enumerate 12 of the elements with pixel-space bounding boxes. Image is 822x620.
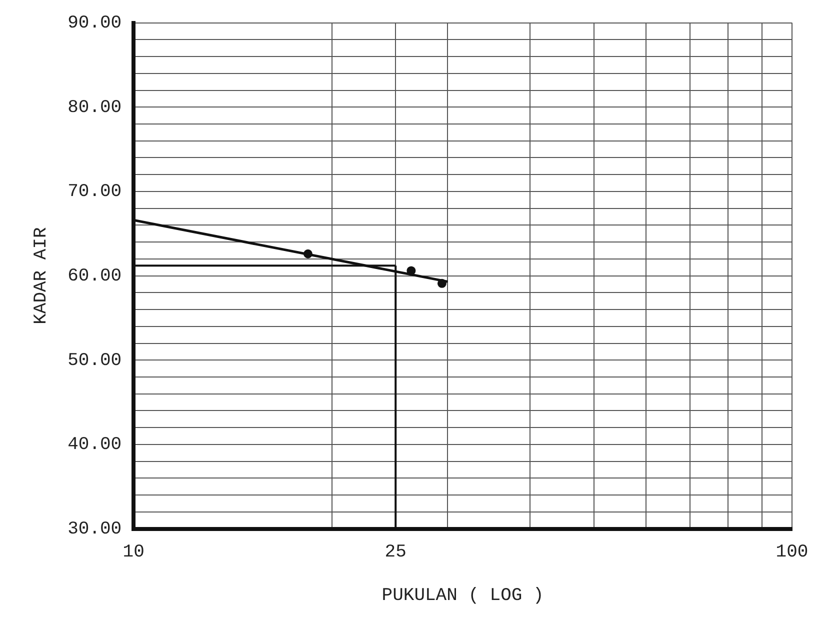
y-tick-label: 40.00 — [68, 435, 122, 456]
y-tick-label: 50.00 — [68, 350, 122, 371]
y-axis-title: KADAR AIR — [32, 226, 52, 324]
y-tick-label: 70.00 — [68, 182, 122, 202]
x-tick-label: 10 — [122, 542, 144, 562]
y-tick-label: 80.00 — [68, 98, 122, 118]
x-tick-label: 100 — [776, 542, 808, 562]
x-tick-label: 25 — [384, 542, 406, 562]
y-tick-label: 60.00 — [68, 266, 122, 287]
y-tick-label: 30.00 — [68, 520, 122, 540]
y-tick-label: 90.00 — [68, 14, 122, 34]
x-axis-title: PUKULAN ( LOG ) — [382, 586, 544, 606]
